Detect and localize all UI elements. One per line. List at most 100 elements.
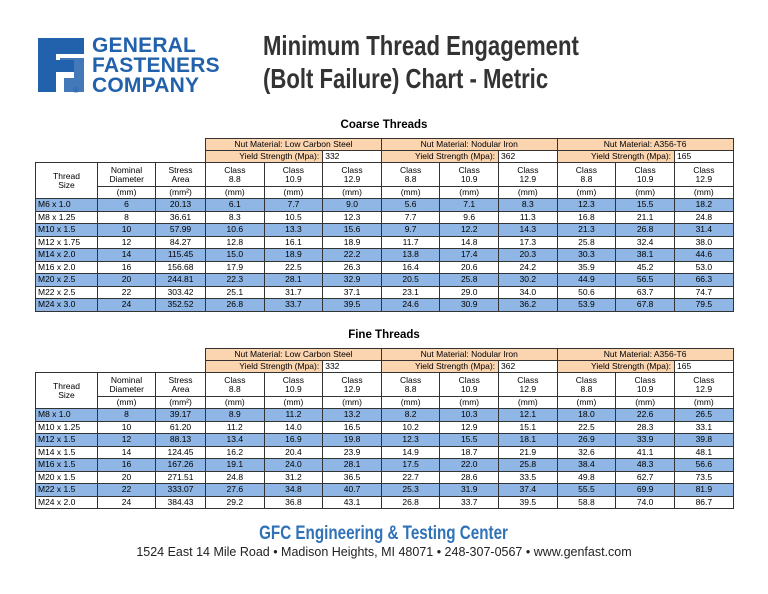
column-header: Class 10.9 — [263, 372, 324, 397]
cell: 12.1 — [498, 408, 558, 422]
cell: 33.7 — [263, 298, 324, 312]
cell: 22.0 — [439, 458, 500, 472]
cell: 12.9 — [439, 420, 500, 434]
unit: (mm) — [322, 186, 382, 199]
column-header-text: Class 8.8 — [224, 164, 246, 184]
column-header: Class 8.8 — [205, 372, 265, 397]
column-header: Class 10.9 — [615, 162, 676, 187]
cell: 7.7 — [380, 210, 441, 224]
column-header: Stress Area — [154, 372, 207, 397]
yield-label: Yield Strength (Mpa): — [380, 360, 500, 373]
blank-cell — [36, 139, 206, 151]
cell: 20.5 — [380, 273, 441, 287]
material-name: Nut Material: Low Carbon Steel — [205, 348, 382, 361]
unit: (mm) — [97, 186, 156, 199]
cell: 18.1 — [498, 433, 558, 447]
yield-value: 165 — [674, 150, 734, 163]
cell: 26.5 — [674, 408, 734, 422]
cell: 5.6 — [380, 198, 441, 212]
cell: 9.7 — [380, 223, 441, 237]
thread-size: M22 x 2.5 — [35, 285, 98, 299]
cell: 38.0 — [674, 235, 734, 249]
column-header: Class 12.9 — [674, 372, 734, 397]
cell: 86.7 — [674, 495, 734, 509]
column-header: Class 12.9 — [322, 372, 382, 397]
cell: 15.5 — [439, 433, 500, 447]
footer-address: 1524 East 14 Mile Road • Madison Heights… — [136, 545, 632, 559]
cell: 35.9 — [556, 260, 617, 274]
cell: 79.5 — [674, 298, 734, 312]
thread-size: M12 x 1.75 — [35, 235, 98, 249]
column-header-text: Class 10.9 — [458, 374, 480, 394]
thread-size: M10 x 1.5 — [35, 223, 98, 237]
cell: 12.3 — [322, 210, 382, 224]
yield-label: Yield Strength (Mpa): — [556, 360, 676, 373]
thread-size: M12 x 1.5 — [35, 433, 98, 447]
cell: 33.5 — [498, 470, 558, 484]
cell: 32.6 — [556, 445, 617, 459]
cell: 24.8 — [205, 470, 265, 484]
cell: 33.7 — [439, 495, 500, 509]
cell: 24.0 — [263, 458, 324, 472]
data-row: M24 x 3.0 24 352.52 26.8 33.7 39.5 24.6 30.9 36.… — [35, 298, 734, 312]
cell: 15.5 — [615, 198, 676, 212]
column-header: Class 8.8 — [556, 372, 617, 397]
yield-row: Yield Strength (Mpa): 332 Yield Strength (… — [36, 360, 734, 373]
cell: 15.6 — [322, 223, 382, 237]
column-header-text: Nominal Diameter — [109, 374, 144, 394]
thread-size: M6 x 1.0 — [35, 198, 98, 212]
cell: 27.6 — [205, 483, 265, 497]
material-name: Nut Material: Nodular Iron — [380, 348, 558, 361]
cell: 9.6 — [439, 210, 500, 224]
unit: (mm) — [205, 396, 265, 409]
logo-mark — [60, 58, 84, 92]
unit: (mm) — [205, 186, 265, 199]
column-header: Class 12.9 — [498, 372, 558, 397]
cell: 23.9 — [322, 445, 382, 459]
cell: 14 — [97, 248, 156, 262]
cell: 13.4 — [205, 433, 265, 447]
thread-size: M8 x 1.25 — [35, 210, 98, 224]
cell: 25.8 — [439, 273, 500, 287]
cell: 84.27 — [154, 235, 207, 249]
cell: 22 — [97, 285, 156, 299]
cell: 303.42 — [154, 285, 207, 299]
cell: 22.7 — [380, 470, 441, 484]
cell: 39.5 — [322, 298, 382, 312]
data-row: M10 x 1.25 10 61.20 11.2 14.0 16.5 10.2 12.9 15.… — [35, 420, 734, 434]
cell: 8 — [97, 210, 156, 224]
cell: 14 — [97, 445, 156, 459]
data-row: M6 x 1.0 6 20.13 6.1 7.7 9.0 5.6 7.1 8.3 12.3 15.5… — [35, 198, 734, 212]
unit: (mm) — [439, 186, 500, 199]
yield-label: Yield Strength (Mpa): — [205, 150, 324, 163]
column-header-text: Class 8.8 — [224, 374, 246, 394]
cell: 55.5 — [556, 483, 617, 497]
unit: (mm) — [380, 186, 441, 199]
column-header-text: Stress Area — [168, 374, 193, 394]
column-header-text: Class 10.9 — [282, 374, 305, 394]
unit: (mm) — [674, 186, 734, 199]
unit-row: (mm) (mm²) (mm) (mm) (mm) (mm) (mm) (mm) (mm) (mm… — [36, 396, 734, 409]
cell: 12 — [97, 235, 156, 249]
column-header: Class 10.9 — [263, 162, 324, 187]
cell: 8.9 — [205, 408, 265, 422]
cell: 36.61 — [154, 210, 207, 224]
cell: 13.2 — [322, 408, 382, 422]
cell: 43.1 — [322, 495, 382, 509]
cell: 18.0 — [556, 408, 617, 422]
yield-label: Yield Strength (Mpa): — [556, 150, 676, 163]
thread-size: M24 x 3.0 — [35, 298, 98, 312]
cell: 25.1 — [205, 285, 265, 299]
cell: 384.43 — [154, 495, 207, 509]
yield-value: 362 — [498, 150, 558, 163]
cell: 38.1 — [615, 248, 676, 262]
data-row: M22 x 1.5 22 333.07 27.6 34.8 40.7 25.3 31.9 37.… — [35, 483, 734, 497]
column-header-text: Class 10.9 — [634, 164, 656, 184]
cell: 12.2 — [439, 223, 500, 237]
thread-size: M14 x 2.0 — [35, 248, 98, 262]
cell: 29.0 — [439, 285, 500, 299]
column-header: Thread Size — [35, 372, 98, 409]
column-header: Nominal Diameter — [97, 372, 156, 397]
